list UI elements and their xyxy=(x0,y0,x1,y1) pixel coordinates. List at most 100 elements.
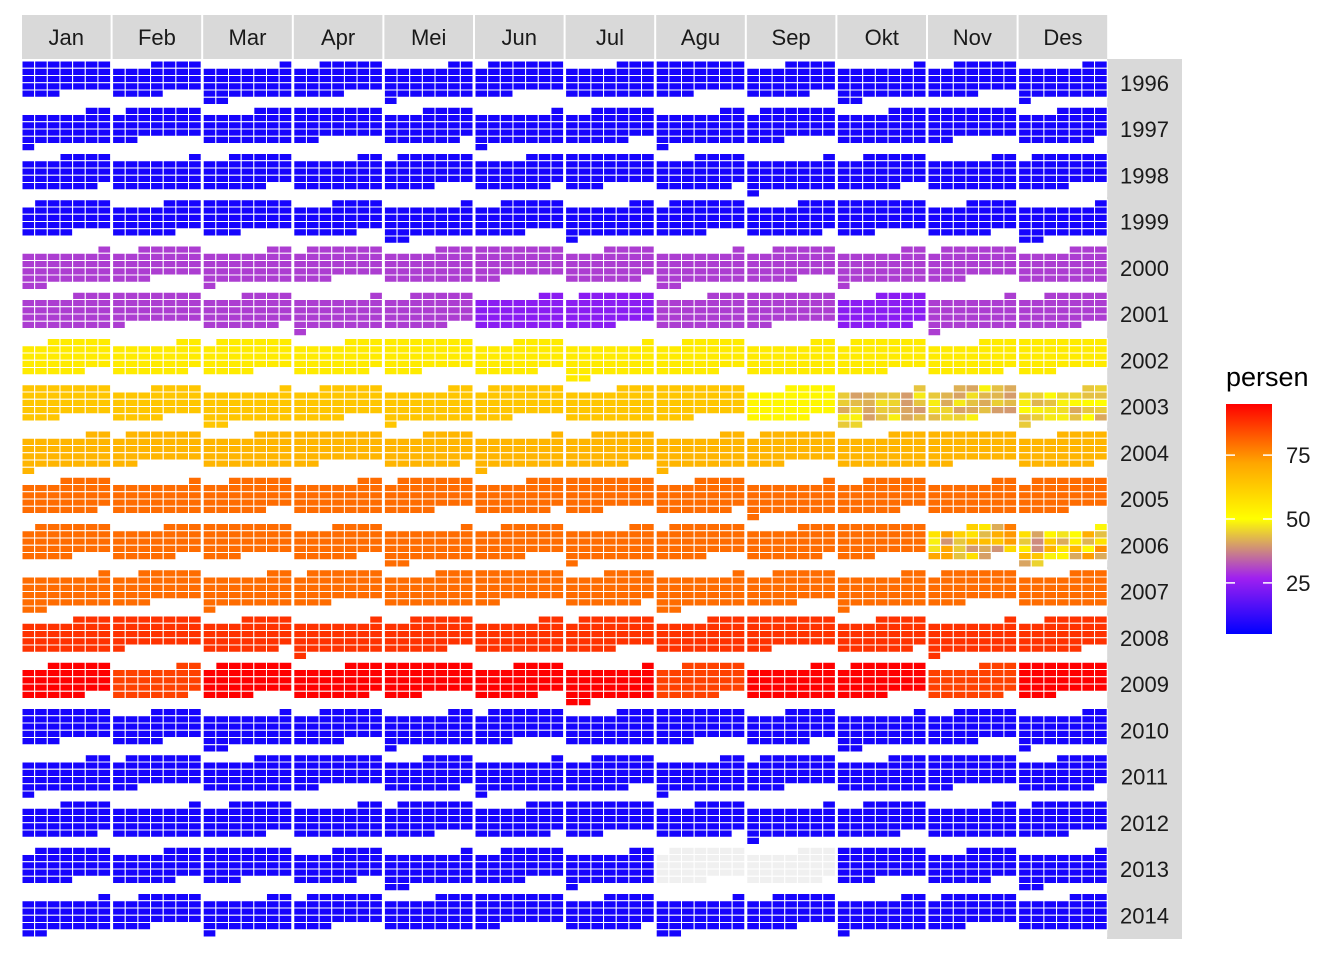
day-cell xyxy=(1030,505,1045,514)
day-cell xyxy=(940,299,954,308)
day-cell xyxy=(731,320,746,329)
day-cell xyxy=(1043,498,1058,507)
day-cell xyxy=(693,523,708,532)
day-cell xyxy=(175,106,190,115)
day-cell xyxy=(771,576,786,585)
day-cell xyxy=(137,345,152,354)
day-cell xyxy=(525,182,539,191)
day-cell xyxy=(940,82,954,91)
day-cell xyxy=(615,221,630,230)
day-cell xyxy=(59,199,74,208)
day-cell xyxy=(343,60,358,69)
day-cell xyxy=(137,82,152,91)
day-cell xyxy=(278,114,293,123)
day-cell xyxy=(978,199,992,208)
day-cell xyxy=(978,174,992,183)
day-cell xyxy=(459,476,474,485)
day-cell xyxy=(784,260,798,269)
day-cell xyxy=(21,114,36,123)
day-cell xyxy=(112,267,126,276)
day-cell xyxy=(188,445,202,454)
day-cell xyxy=(849,82,864,91)
day-cell xyxy=(253,313,267,322)
day-cell xyxy=(34,622,48,631)
day-cell xyxy=(1056,398,1070,407)
day-cell xyxy=(537,530,552,539)
day-cell xyxy=(537,199,552,208)
day-cell xyxy=(434,306,449,315)
day-cell xyxy=(59,221,74,230)
day-cell xyxy=(59,299,74,308)
day-cell xyxy=(202,644,217,653)
day-cell xyxy=(758,260,773,269)
day-cell xyxy=(278,391,293,400)
day-cell xyxy=(150,75,164,84)
day-cell xyxy=(952,82,967,91)
day-cell xyxy=(447,245,461,254)
day-cell xyxy=(1043,359,1058,368)
day-cell xyxy=(706,398,720,407)
day-cell xyxy=(746,260,760,269)
day-cell xyxy=(1043,228,1058,237)
day-cell xyxy=(487,299,501,308)
day-cell xyxy=(97,352,112,361)
day-cell xyxy=(706,221,720,230)
day-cell xyxy=(46,260,61,269)
day-cell xyxy=(228,206,242,215)
day-cell xyxy=(603,299,617,308)
day-cell xyxy=(459,583,474,592)
day-cell xyxy=(887,206,902,215)
day-cell xyxy=(1056,106,1070,115)
day-cell xyxy=(72,598,86,607)
day-cell xyxy=(137,291,152,300)
day-cell xyxy=(293,367,307,376)
day-cell xyxy=(97,384,112,393)
day-cell xyxy=(253,182,267,191)
day-cell xyxy=(1068,398,1083,407)
day-cell xyxy=(990,398,1005,407)
day-cell xyxy=(718,299,733,308)
day-cell xyxy=(655,644,670,653)
month-panel xyxy=(293,60,383,105)
day-cell xyxy=(1081,82,1096,91)
day-cell xyxy=(771,391,786,400)
day-cell xyxy=(836,352,851,361)
day-cell xyxy=(641,569,655,578)
day-cell xyxy=(577,476,592,485)
day-cell xyxy=(641,359,655,368)
day-cell xyxy=(215,274,230,283)
month-panel xyxy=(565,615,655,660)
day-cell xyxy=(668,199,683,208)
day-cell xyxy=(396,338,411,347)
day-cell xyxy=(628,213,643,222)
day-cell xyxy=(175,445,190,454)
day-cell xyxy=(874,359,889,368)
day-cell xyxy=(265,413,280,422)
day-cell xyxy=(525,245,539,254)
day-cell xyxy=(150,537,164,546)
day-cell xyxy=(474,569,489,578)
day-cell xyxy=(202,182,217,191)
day-cell xyxy=(862,459,876,468)
day-cell xyxy=(396,644,411,653)
day-cell xyxy=(421,406,436,415)
day-cell xyxy=(305,430,320,439)
month-panel xyxy=(21,384,112,429)
day-cell xyxy=(615,637,630,646)
day-cell xyxy=(265,75,280,84)
day-cell xyxy=(150,160,164,169)
day-cell xyxy=(809,615,824,624)
day-cell xyxy=(940,352,954,361)
day-cell xyxy=(1003,505,1018,514)
day-cell xyxy=(655,484,670,493)
day-cell xyxy=(668,267,683,276)
day-cell xyxy=(1056,228,1070,237)
day-cell xyxy=(900,459,914,468)
day-cell xyxy=(97,537,112,546)
day-cell xyxy=(21,413,36,422)
month-panel xyxy=(836,153,927,197)
month-panel xyxy=(836,384,927,429)
day-cell xyxy=(305,67,320,76)
day-cell xyxy=(188,60,202,69)
day-cell xyxy=(836,299,851,308)
